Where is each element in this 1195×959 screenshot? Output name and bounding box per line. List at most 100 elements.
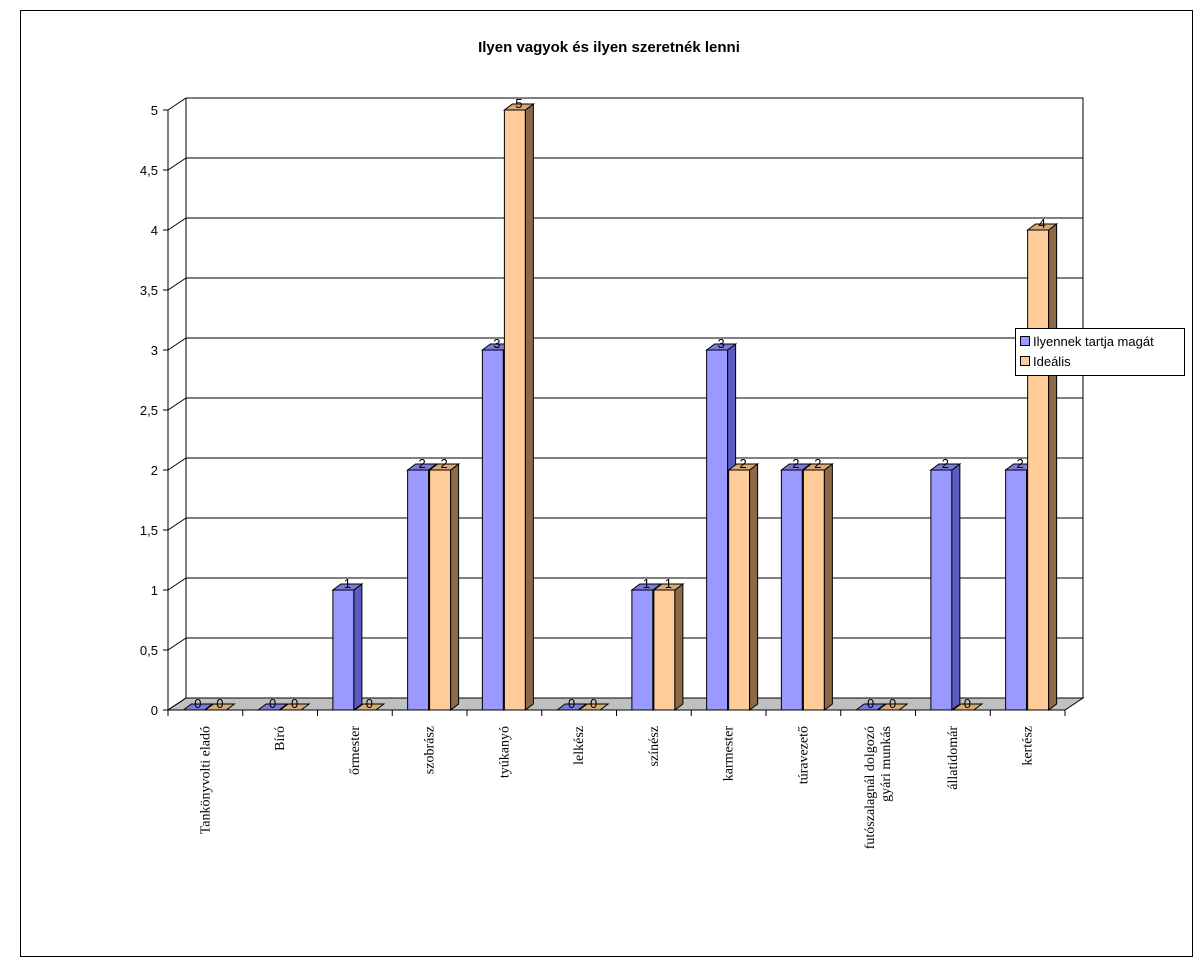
data-label: 0 <box>194 696 201 711</box>
bar <box>256 703 289 711</box>
y-tick-label: 3,5 <box>140 283 158 298</box>
grid-diagonal <box>167 517 187 531</box>
data-label: 2 <box>792 456 799 471</box>
data-label: 1 <box>344 576 351 591</box>
grid-diagonal <box>167 157 187 171</box>
data-label: 3 <box>493 336 500 351</box>
data-label: 1 <box>665 576 672 591</box>
bar-side <box>524 103 534 711</box>
bar-top <box>876 703 909 711</box>
legend-label-2: Ideális <box>1033 353 1071 369</box>
legend-entry-1: Ilyennek tartja magát <box>1020 331 1184 351</box>
chart-title: Ilyen vagyok és ilyen szeretnék lenni <box>478 39 740 56</box>
data-label: 1 <box>643 576 650 591</box>
y-tick-label: 0,5 <box>140 643 158 658</box>
data-label: 0 <box>867 696 874 711</box>
bar <box>278 703 311 711</box>
bar-top <box>577 703 610 711</box>
x-tick-label: szobrász <box>423 726 438 774</box>
bar <box>801 463 834 711</box>
bar-front <box>631 589 654 711</box>
x-axis-ticks: Tankönyvolti eladó Bíró őrmester szobrász ty… <box>167 710 1066 849</box>
x-tick-label: Tankönyvolti eladó <box>198 726 213 834</box>
bar-front <box>930 469 953 711</box>
bar-top <box>203 703 236 711</box>
data-label: 5 <box>515 96 522 111</box>
bar-side <box>749 463 759 711</box>
x-tick-label: kertész <box>1021 726 1036 766</box>
data-label: 0 <box>291 696 298 711</box>
bar-side <box>353 583 363 711</box>
bar-top <box>727 463 760 471</box>
grid-diagonal <box>167 277 187 291</box>
x-tick-label: túravezető <box>796 726 811 784</box>
grid-diagonal <box>167 697 187 711</box>
bar <box>203 703 236 711</box>
bar-top <box>854 703 887 711</box>
data-label: 2 <box>441 456 448 471</box>
grid-diagonal <box>167 97 187 111</box>
bar <box>181 703 214 711</box>
bar-front <box>407 469 430 711</box>
bar <box>331 583 364 711</box>
data-label: 0 <box>964 696 971 711</box>
y-tick-label: 4,5 <box>140 163 158 178</box>
bar-front <box>503 109 526 711</box>
data-label: 4 <box>1039 216 1046 231</box>
bar-front <box>780 469 803 711</box>
bar <box>876 703 909 711</box>
data-label: 0 <box>568 696 575 711</box>
y-axis-ticks: 0 0,5 1 1,5 2 2,5 3 3,5 4 4,5 5 <box>140 103 168 718</box>
bar-top <box>406 463 439 471</box>
x-tick-label: tyúkanyó <box>497 726 512 778</box>
bar-top <box>929 463 962 471</box>
x-tick-label: Bíró <box>273 726 288 751</box>
bar-top <box>779 463 812 471</box>
grid-diagonal <box>167 637 187 651</box>
bar <box>428 463 461 711</box>
bar-top <box>278 703 311 711</box>
bar <box>929 463 962 711</box>
bar-front <box>1027 229 1050 711</box>
bar-front <box>481 349 504 711</box>
data-label: 2 <box>814 456 821 471</box>
data-label: 0 <box>216 696 223 711</box>
bar <box>1026 223 1059 711</box>
bar <box>854 703 887 711</box>
legend: Ilyennek tartja magát Ideális <box>1015 328 1185 376</box>
bar-top <box>951 703 984 711</box>
bar-top <box>353 703 386 711</box>
grid-diagonal <box>167 577 187 591</box>
x-tick-label: színész <box>647 726 662 766</box>
y-tick-label: 1 <box>151 583 158 598</box>
bar-front <box>332 589 355 711</box>
grid-diagonal <box>167 217 187 231</box>
bar-top <box>705 343 738 351</box>
x-tick-label: karmester <box>722 726 737 782</box>
grid-diagonal <box>167 457 187 471</box>
bar-front <box>706 349 729 711</box>
bar-side <box>450 463 460 711</box>
data-label: 0 <box>366 696 373 711</box>
data-label: 2 <box>740 456 747 471</box>
data-label: 0 <box>889 696 896 711</box>
y-tick-label: 2 <box>151 463 158 478</box>
x-tick-label: állatidomár <box>946 726 961 790</box>
legend-swatch-2 <box>1020 356 1030 366</box>
data-label: 0 <box>269 696 276 711</box>
bar-top <box>256 703 289 711</box>
legend-swatch-1 <box>1020 336 1030 346</box>
chart-frame <box>20 10 1193 957</box>
y-tick-label: 0 <box>151 703 158 718</box>
data-label: 2 <box>1017 456 1024 471</box>
bar-top <box>801 463 834 471</box>
bars <box>181 103 1059 711</box>
y-tick-label: 2,5 <box>140 403 158 418</box>
bar-top <box>555 703 588 711</box>
bar-front <box>802 469 825 711</box>
x-tick-label: őrmester <box>348 726 363 775</box>
bar-front <box>728 469 751 711</box>
bar <box>555 703 588 711</box>
